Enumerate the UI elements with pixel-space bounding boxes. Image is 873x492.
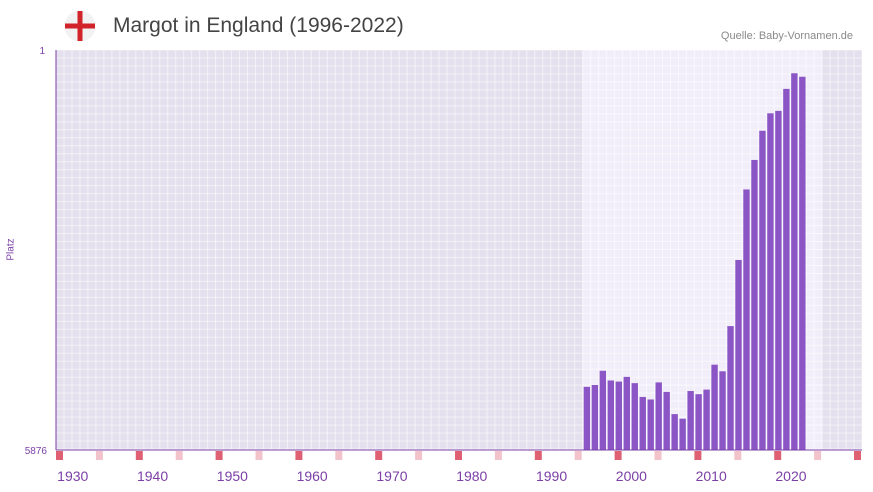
- bar: [583, 386, 591, 450]
- year-marker: [534, 451, 542, 460]
- bar: [671, 414, 678, 450]
- year-marker: [415, 451, 423, 460]
- chart-title: Margot in England (1996-2022): [113, 14, 404, 37]
- year-marker: [175, 451, 183, 460]
- bar: [703, 389, 710, 450]
- y-tick-label-bottom: 5876: [25, 446, 48, 457]
- source-link[interactable]: Quelle: Baby-Vornamen.de: [720, 30, 853, 42]
- bars-group: [583, 73, 806, 451]
- bar: [615, 381, 622, 450]
- bar: [711, 364, 718, 450]
- year-marker: [774, 451, 782, 460]
- x-tick-label: 1940: [137, 468, 168, 484]
- bar: [719, 371, 726, 450]
- year-marker: [135, 451, 143, 460]
- bar: [679, 418, 686, 450]
- year-marker: [56, 451, 63, 460]
- year-marker: [215, 451, 223, 460]
- y-tick-label-top: 1: [39, 46, 45, 57]
- bar: [655, 382, 662, 450]
- x-tick-label: 1950: [217, 468, 248, 484]
- england-flag-icon: [64, 10, 96, 42]
- year-marker: [614, 451, 622, 460]
- bar: [687, 391, 694, 450]
- bar: [607, 380, 615, 450]
- bar: [783, 88, 790, 451]
- year-marker: [694, 451, 702, 460]
- bar: [759, 130, 766, 450]
- year-marker: [494, 451, 502, 460]
- bar: [623, 376, 630, 450]
- year-marker: [854, 451, 861, 460]
- bar: [767, 113, 774, 450]
- bar: [663, 391, 670, 450]
- year-marker: [95, 451, 103, 460]
- x-tick-label: 1930: [57, 468, 88, 484]
- bar: [727, 326, 734, 450]
- year-marker: [255, 451, 263, 460]
- bar: [791, 73, 798, 451]
- year-marker: [455, 451, 462, 460]
- bar: [695, 394, 702, 450]
- year-marker: [335, 451, 343, 460]
- x-tick-label: 1960: [297, 468, 328, 484]
- year-marker: [654, 451, 662, 460]
- axes-group: [55, 50, 862, 451]
- year-marker: [295, 451, 303, 460]
- bar: [599, 370, 607, 450]
- bar: [799, 76, 806, 450]
- year-marker: [574, 451, 582, 460]
- bar: [591, 384, 599, 450]
- bar: [751, 159, 758, 450]
- bar: [743, 189, 750, 450]
- bar: [639, 396, 646, 450]
- tick-labels: 1930 1940 1950 1960 1970 1980 1990 2000 2010 2020…: [25, 46, 807, 484]
- year-marker: [734, 451, 742, 460]
- year-marker: [814, 451, 822, 460]
- x-tick-label: 1970: [376, 468, 407, 484]
- bar: [647, 399, 654, 450]
- x-tick-label: 2020: [775, 468, 806, 484]
- bar: [631, 383, 638, 450]
- x-tick-label: 1980: [456, 468, 487, 484]
- bar: [735, 259, 742, 450]
- chart-header: Margot in England (1996-2022) Quelle: Ba…: [0, 0, 873, 50]
- year-markers: [56, 451, 861, 460]
- year-marker: [375, 451, 383, 460]
- bar: [775, 110, 782, 450]
- x-tick-label: 2000: [616, 468, 647, 484]
- x-tick-label: 2010: [696, 468, 727, 484]
- x-tick-label: 1990: [536, 468, 567, 484]
